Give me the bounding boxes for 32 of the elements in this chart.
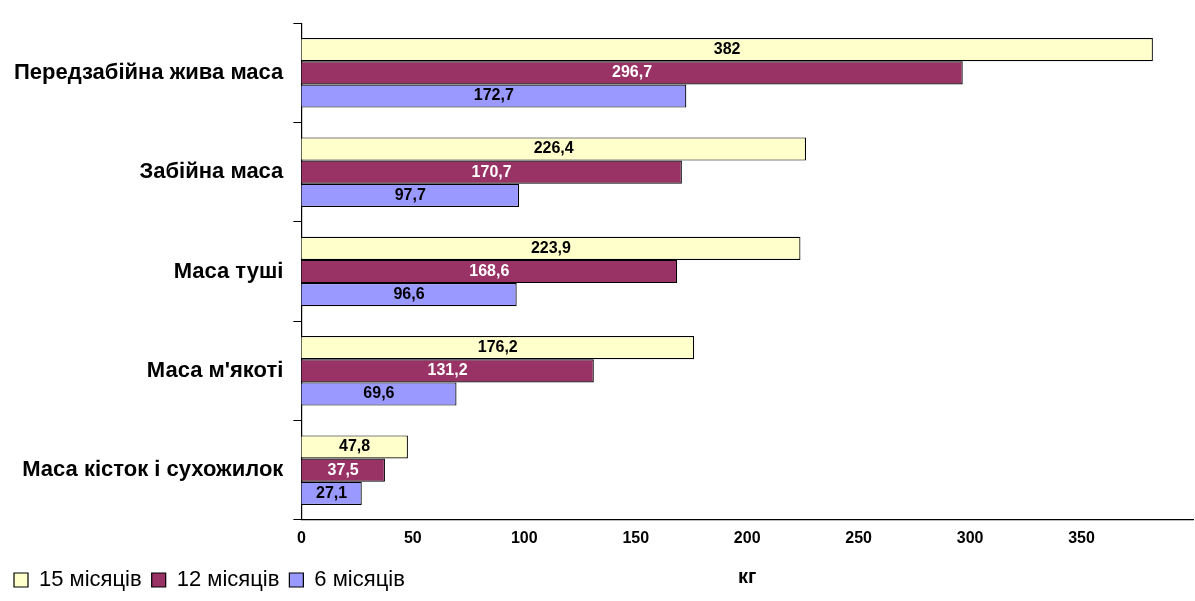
data-label: 131,2 — [427, 361, 468, 379]
x-tick-label: 0 — [296, 528, 306, 546]
data-label: 27,1 — [315, 483, 348, 501]
data-label: 176,2 — [477, 338, 518, 356]
legend-label: 15 місяців — [39, 566, 142, 592]
y-tick-label: Маса туші — [173, 257, 284, 283]
y-tick-label: Маса м'якоті — [146, 356, 284, 382]
x-tick-label: 150 — [622, 528, 650, 546]
data-label: 172,7 — [473, 86, 514, 104]
data-label: 168,6 — [469, 261, 510, 279]
y-tick-label: Забійна маса — [139, 158, 285, 184]
data-label: 226,4 — [533, 139, 574, 157]
data-label: 296,7 — [612, 63, 653, 81]
x-tick-label: 100 — [510, 528, 538, 546]
y-tick-label: Передзабійна жива маса — [13, 58, 285, 84]
data-label: 37,5 — [327, 460, 359, 478]
data-label: 69,6 — [363, 384, 395, 402]
x-axis-title: кг — [738, 564, 757, 587]
x-tick-label: 300 — [956, 528, 984, 546]
x-tick-label: 350 — [1068, 528, 1095, 546]
x-tick-label: 50 — [403, 528, 422, 546]
x-tick-label: 200 — [733, 528, 761, 546]
data-label: 170,7 — [471, 162, 512, 180]
data-label: 223,9 — [530, 238, 572, 256]
data-label: 97,7 — [394, 185, 426, 203]
data-label: 96,6 — [393, 285, 425, 303]
data-label: 47,8 — [339, 437, 371, 455]
data-label: 382 — [713, 40, 741, 58]
legend-label: 6 місяців — [314, 566, 405, 592]
legend-label: 12 місяців — [176, 566, 280, 592]
x-tick-label: 250 — [845, 528, 873, 546]
y-tick-label: Маса кісток і сухожилок — [22, 456, 285, 482]
